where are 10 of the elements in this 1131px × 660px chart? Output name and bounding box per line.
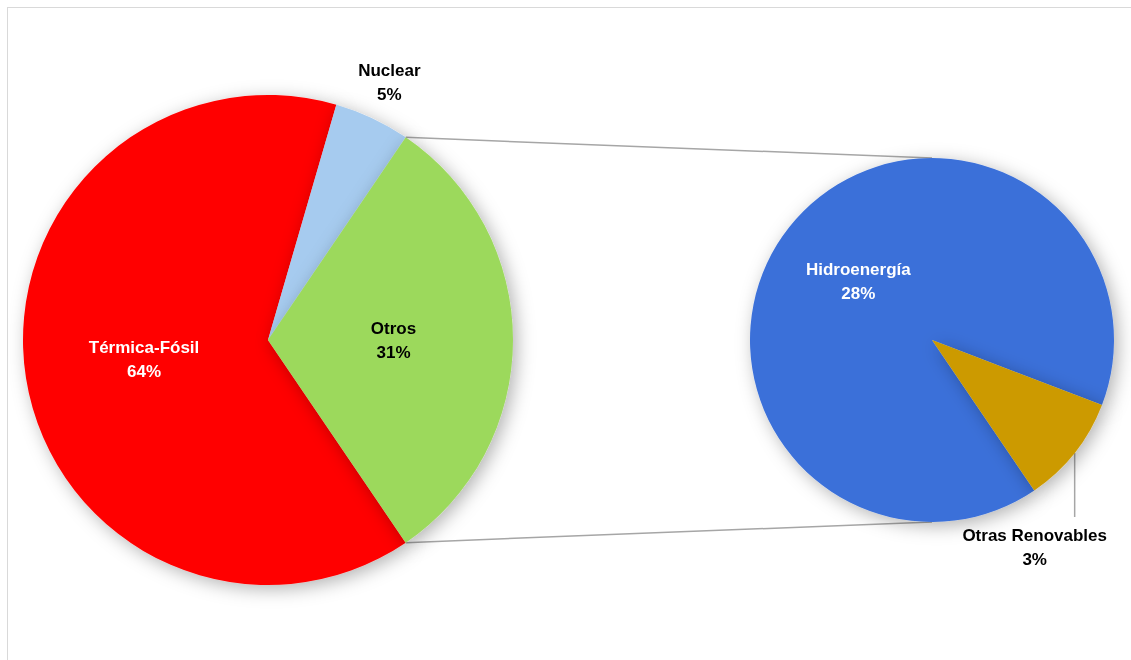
data-label: 28% — [841, 284, 876, 304]
slice-label: Térmica-Fósil — [88, 338, 200, 358]
slice-label: Otros — [370, 318, 417, 338]
data-label: 5% — [377, 84, 402, 104]
slice-label: Otras Renovables — [962, 525, 1107, 545]
data-label: 31% — [376, 342, 411, 362]
slice-label: Hidroenergía — [805, 260, 912, 280]
data-label: 3% — [1022, 549, 1047, 569]
data-label: 64% — [127, 362, 162, 382]
slice-label: Nuclear — [358, 60, 421, 80]
